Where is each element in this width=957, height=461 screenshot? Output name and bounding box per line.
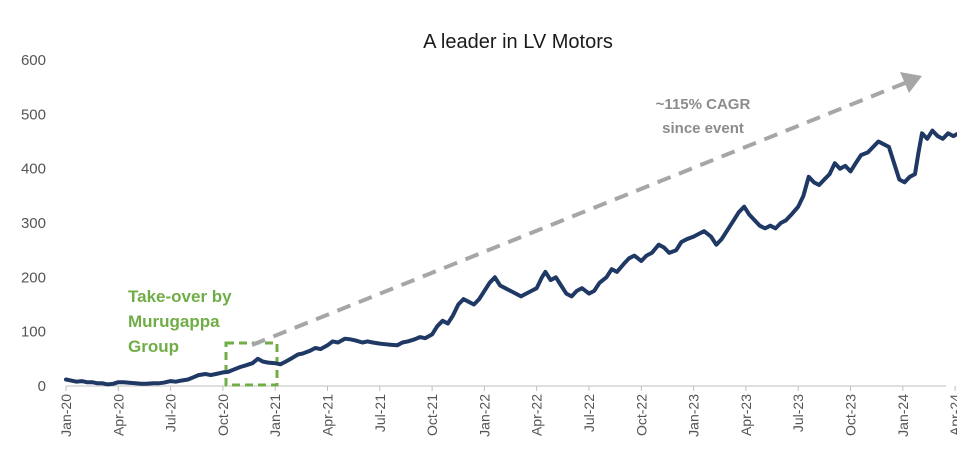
x-tick-label: Jul-22 [581,394,597,432]
x-tick-label: Apr-24 [947,394,957,436]
y-axis: 0 100 200 300 400 500 600 [21,52,46,395]
event-label-line: Group [128,337,179,356]
event-label-line: Murugappa [128,312,220,331]
cagr-trend-arrow [251,72,922,347]
cagr-label-line: since event [662,120,744,137]
y-tick-label: 300 [21,215,46,232]
y-tick-label: 600 [21,52,46,69]
cagr-label-line: ~115% CAGR [656,96,751,113]
event-label-line: Take-over by [128,287,232,306]
x-tick-label: Jan-20 [58,394,74,437]
y-tick-label: 200 [21,269,46,286]
x-tick-label: Oct-22 [633,394,649,436]
x-tick-label: Jul-21 [372,394,388,432]
x-axis: Jan-20 Apr-20 Jul-20 Oct-20 Jan-21 Apr-21 Jul-… [58,385,957,437]
y-tick-label: 400 [21,161,46,178]
x-tick-label: Jul-23 [790,394,806,432]
annotations: Take-over by Murugappa Group ~115% CAGR sinc… [128,96,750,356]
chart-title: A leader in LV Motors [423,31,613,53]
x-tick-label: Oct-20 [215,394,231,436]
x-tick-label: Jan-22 [476,394,492,437]
trend-arrow-line [251,81,906,347]
x-tick-label: Apr-22 [529,394,545,436]
x-tick-label: Apr-23 [738,394,754,436]
series-group [64,128,957,387]
y-tick-label: 100 [21,324,46,341]
x-tick-label: Apr-20 [110,394,126,436]
trend-arrow-head [900,72,922,93]
y-tick-label: 500 [21,106,46,123]
x-tick-label: Jan-24 [895,394,911,437]
series-line-0 [64,128,957,387]
x-tick-label: Jan-23 [686,394,702,437]
x-tick-label: Jan-21 [267,394,283,437]
x-tick-label: Apr-21 [320,394,336,436]
x-tick-label: Oct-21 [424,394,440,436]
x-tick-label: Oct-23 [843,394,859,436]
y-tick-label: 0 [38,378,46,395]
x-tick-label: Jul-20 [163,394,179,432]
